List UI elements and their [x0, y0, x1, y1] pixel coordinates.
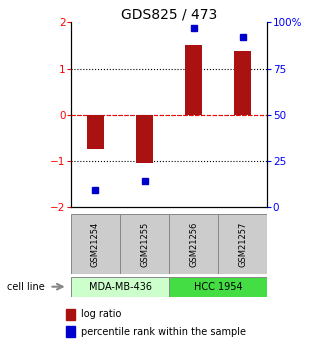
Bar [71, 277, 169, 297]
Text: GSM21256: GSM21256 [189, 221, 198, 267]
Title: GDS825 / 473: GDS825 / 473 [121, 7, 217, 21]
Text: GSM21254: GSM21254 [91, 221, 100, 267]
Text: GSM21257: GSM21257 [238, 221, 247, 267]
Text: cell line: cell line [7, 282, 44, 292]
Bar [136, 115, 153, 163]
Bar [87, 115, 104, 149]
Text: percentile rank within the sample: percentile rank within the sample [82, 327, 247, 336]
Bar [169, 214, 218, 274]
Text: HCC 1954: HCC 1954 [194, 282, 243, 292]
Text: GSM21255: GSM21255 [140, 221, 149, 267]
Bar [218, 214, 267, 274]
Bar [234, 51, 251, 115]
Text: MDA-MB-436: MDA-MB-436 [88, 282, 151, 292]
Bar [66, 326, 75, 337]
Bar [185, 46, 202, 115]
Bar [120, 214, 169, 274]
Bar [71, 214, 120, 274]
Bar [169, 277, 267, 297]
Bar [66, 309, 75, 320]
Text: log ratio: log ratio [82, 309, 122, 319]
